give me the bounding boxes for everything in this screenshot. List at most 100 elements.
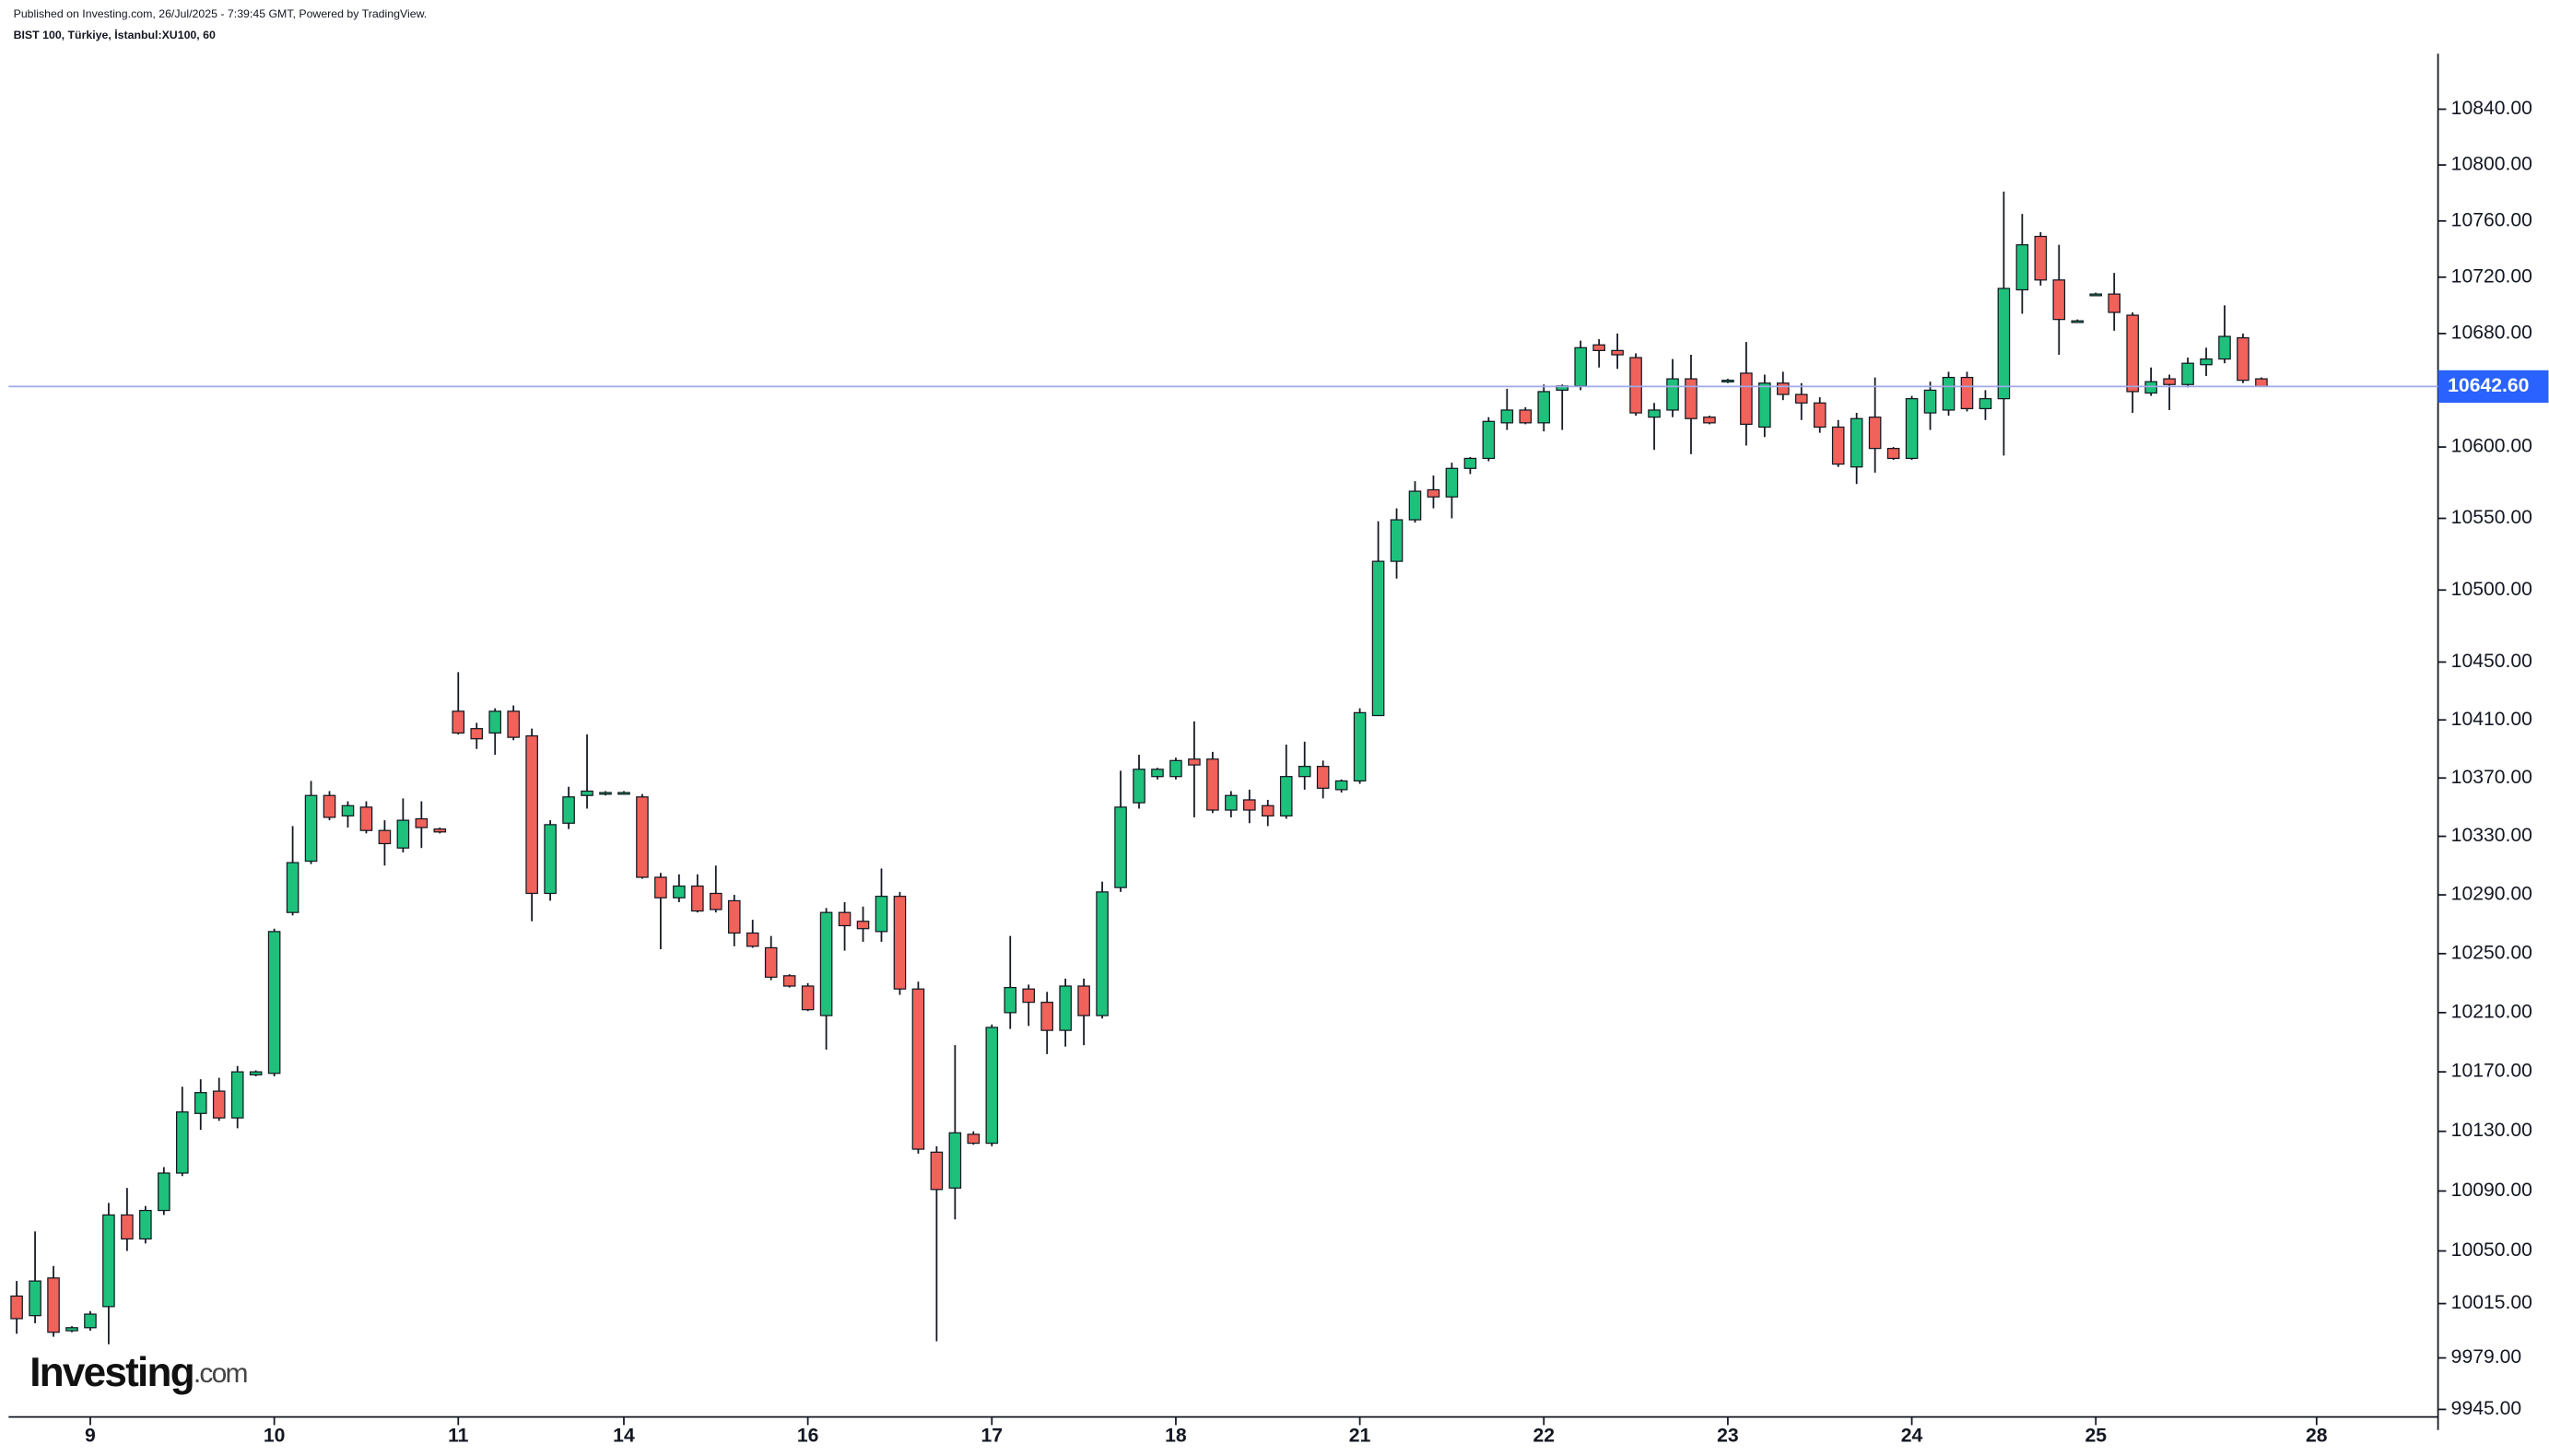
y-tick-label: 10130.00 xyxy=(2451,1120,2532,1141)
candle-body xyxy=(341,804,355,816)
candle-body xyxy=(2237,336,2249,382)
y-tick-label: 10050.00 xyxy=(2451,1239,2532,1261)
candle-body xyxy=(544,824,557,895)
candle-body xyxy=(1519,409,1533,424)
candle-body xyxy=(2052,279,2066,321)
candle-body xyxy=(746,932,759,947)
candle-body xyxy=(1427,488,1440,498)
candle-body xyxy=(875,896,888,933)
candle-body xyxy=(194,1092,207,1114)
y-tick-label: 10450.00 xyxy=(2451,651,2532,672)
candle-body xyxy=(1703,417,1716,424)
candle-body xyxy=(1040,1002,1053,1031)
y-tick-label: 10170.00 xyxy=(2451,1061,2532,1082)
candle-body xyxy=(562,796,575,824)
y-tick-label: 10015.00 xyxy=(2451,1292,2532,1313)
candle-body xyxy=(1316,766,1330,789)
candle-body xyxy=(911,988,925,1150)
candle-body xyxy=(525,734,538,895)
candle-body xyxy=(102,1214,115,1308)
candle-body xyxy=(249,1071,263,1075)
y-tick-label: 10680.00 xyxy=(2451,323,2532,344)
x-tick-label: 9 xyxy=(85,1425,96,1446)
candle-body xyxy=(1794,393,1808,404)
candle-body xyxy=(2255,378,2268,388)
candle-body xyxy=(764,946,778,979)
candle-body xyxy=(1004,987,1017,1014)
candle-body xyxy=(2108,293,2120,313)
candle-body xyxy=(507,710,520,738)
marks: 10840.00 10800.00 10760.00 10720.00 10680.00… xyxy=(8,98,2549,1446)
candle-body xyxy=(710,892,722,910)
candle-body xyxy=(415,817,429,828)
candle-body xyxy=(1574,346,1587,387)
candle-body xyxy=(838,911,852,927)
candle-body xyxy=(1813,402,1827,429)
candle-body xyxy=(1777,382,1790,395)
candle-body xyxy=(2218,335,2231,360)
candle-body xyxy=(1721,380,1734,383)
x-tick-label: 17 xyxy=(981,1425,1004,1446)
candle-body xyxy=(673,885,686,898)
candle-body xyxy=(1096,891,1109,1016)
x-tick-label: 16 xyxy=(797,1425,819,1446)
y-tick-label: 10250.00 xyxy=(2451,942,2532,963)
y-tick-label: 10600.00 xyxy=(2451,436,2532,457)
x-tick-label: 11 xyxy=(448,1425,469,1446)
last-price-box xyxy=(2437,370,2549,404)
x-tick-label: 28 xyxy=(2306,1425,2328,1446)
candle-body xyxy=(1206,758,1219,811)
candle-body xyxy=(10,1295,23,1320)
candle-body xyxy=(121,1214,134,1240)
candle-body xyxy=(1685,378,1697,419)
candle-body xyxy=(1169,759,1182,778)
x-tick-label: 14 xyxy=(613,1425,635,1446)
candle-body xyxy=(599,792,612,795)
candle-body xyxy=(1592,344,1605,351)
x-tick-label: 10 xyxy=(264,1425,286,1446)
candle-body xyxy=(286,862,300,913)
candle-body xyxy=(47,1277,60,1333)
candle-body xyxy=(801,985,815,1011)
y-tick-label: 10760.00 xyxy=(2451,209,2532,230)
candle-body xyxy=(488,710,501,734)
y-tick-label: 10500.00 xyxy=(2451,579,2532,600)
candle-body xyxy=(1298,766,1311,778)
candle-body xyxy=(176,1111,189,1174)
candle-body xyxy=(727,899,741,934)
candle-body xyxy=(1390,519,1404,562)
candle-body xyxy=(2200,358,2213,366)
candle-body xyxy=(1905,398,1919,460)
candle-body xyxy=(29,1280,41,1317)
candle-body xyxy=(1850,417,1863,468)
candle-body xyxy=(452,710,465,734)
candle-body xyxy=(893,896,907,990)
candle-body xyxy=(1611,349,1624,356)
candle-body xyxy=(856,921,870,930)
y-tick-label: 10090.00 xyxy=(2451,1180,2532,1201)
x-tick-label: 25 xyxy=(2085,1425,2107,1446)
logo: Investing.com xyxy=(29,1349,247,1394)
candle-body xyxy=(1408,490,1422,521)
candle-body xyxy=(1077,985,1090,1016)
candle-body xyxy=(1279,776,1293,816)
candle-body xyxy=(1353,711,1367,782)
x-tick-label: 18 xyxy=(1165,1425,1187,1446)
candle-body xyxy=(967,1133,981,1145)
candle-body xyxy=(1629,357,1642,414)
candle-body xyxy=(1371,560,1385,717)
candle-body xyxy=(1151,769,1164,778)
candle-body xyxy=(1942,376,1956,411)
candle-body xyxy=(948,1132,962,1189)
y-tick-label: 10370.00 xyxy=(2451,767,2532,788)
candle-body xyxy=(1445,467,1459,498)
candle-body xyxy=(985,1027,999,1145)
candle-body xyxy=(2181,362,2194,385)
candle-body xyxy=(930,1151,944,1191)
candle-body xyxy=(433,828,447,833)
candle-body xyxy=(819,911,833,1016)
candle-body xyxy=(304,794,318,863)
candle-body xyxy=(2163,378,2176,385)
published-note: Published on Investing.com, 26/Jul/2025 … xyxy=(14,7,428,20)
